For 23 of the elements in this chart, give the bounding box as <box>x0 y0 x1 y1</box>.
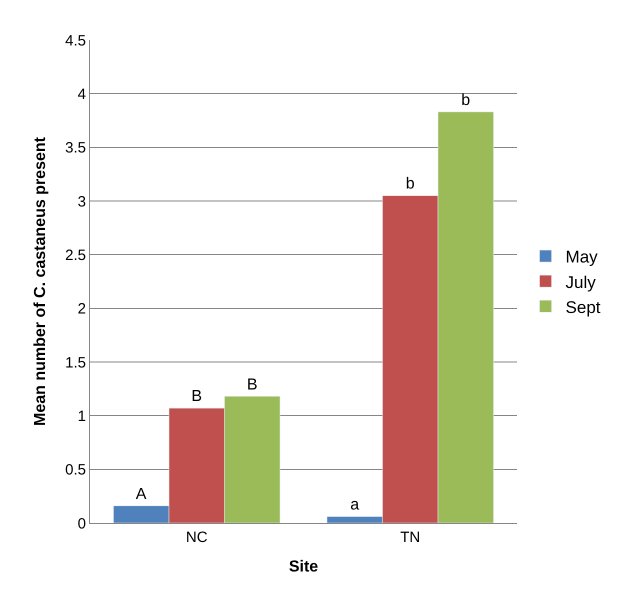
y-tick-label: 4 <box>78 86 86 103</box>
data-label: b <box>461 92 470 109</box>
y-tick-label: 0 <box>78 515 86 532</box>
legend-label: Sept <box>566 298 601 317</box>
y-tick-label: 3 <box>78 193 86 210</box>
y-tick-label: 2 <box>78 300 86 318</box>
x-axis-title: Site <box>288 558 318 576</box>
y-tick-label: 1.5 <box>65 354 86 372</box>
y-tick-label: 1 <box>78 408 86 425</box>
y-axis-title: Mean number of C. castaneus present <box>32 136 50 426</box>
y-tick-label: 0.5 <box>65 462 86 479</box>
x-tick-label: NC <box>186 529 208 546</box>
data-label: b <box>406 176 415 193</box>
data-label: a <box>350 496 360 514</box>
y-tick-label: 2.5 <box>65 246 86 264</box>
legend-label: May <box>566 248 598 267</box>
data-label: B <box>191 388 202 406</box>
data-label: A <box>136 486 147 503</box>
x-tick-label: TN <box>400 529 420 546</box>
y-tick-label: 3.5 <box>65 140 86 157</box>
y-tick-label: 4.5 <box>65 32 86 50</box>
data-label: B <box>246 376 258 394</box>
legend-label: July <box>566 272 596 292</box>
